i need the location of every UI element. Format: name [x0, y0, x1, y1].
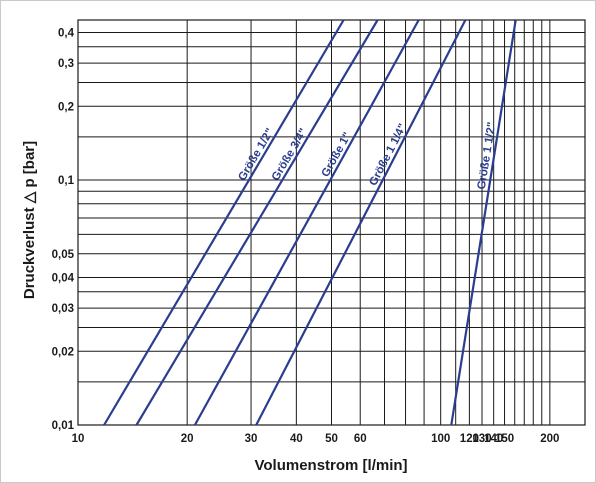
grid — [77, 20, 586, 426]
plot-area — [77, 19, 586, 426]
x-tick-label: 120 — [460, 433, 479, 445]
x-tick-label: 200 — [540, 433, 559, 445]
series-line — [450, 19, 517, 426]
y-tick-labels: 0,01 0,02 0,03 0,04 0,05 0,1 0,2 0,3 0,4 — [52, 28, 75, 432]
y-tick-label: 0,4 — [58, 28, 75, 40]
y-tick-label: 0,3 — [58, 58, 74, 70]
series-line — [193, 19, 420, 426]
series-line — [103, 19, 345, 426]
x-tick-label: 10 — [72, 433, 85, 445]
x-tick-label: 150 — [495, 433, 514, 445]
y-tick-label: 0,05 — [52, 249, 75, 261]
x-tick-label: 130 — [472, 433, 491, 445]
x-tick-label: 140 — [484, 433, 503, 445]
series-line — [255, 19, 467, 426]
y-axis-title: Druckverlust △ p [bar] — [21, 141, 38, 299]
x-tick-label: 20 — [181, 433, 194, 445]
y-tick-label: 0,04 — [52, 273, 75, 285]
x-tick-label: 60 — [354, 433, 367, 445]
x-axis-title: Volumenstrom [l/min] — [254, 457, 407, 474]
y-tick-label: 0,1 — [58, 175, 75, 187]
x-tick-label: 30 — [245, 433, 258, 445]
series-group — [103, 19, 517, 426]
series-label: Größe 1" — [320, 131, 354, 180]
y-tick-label: 0,02 — [52, 346, 74, 358]
y-tick-label: 0,2 — [58, 101, 74, 113]
x-tick-label: 40 — [290, 433, 303, 445]
series-label: Größe 1 1/4" — [367, 122, 409, 188]
y-tick-label: 0,03 — [52, 303, 74, 315]
x-tick-label: 50 — [325, 433, 338, 445]
y-tick-label: 0,01 — [52, 420, 75, 432]
series-line — [135, 19, 379, 426]
x-tick-label: 100 — [431, 433, 450, 445]
